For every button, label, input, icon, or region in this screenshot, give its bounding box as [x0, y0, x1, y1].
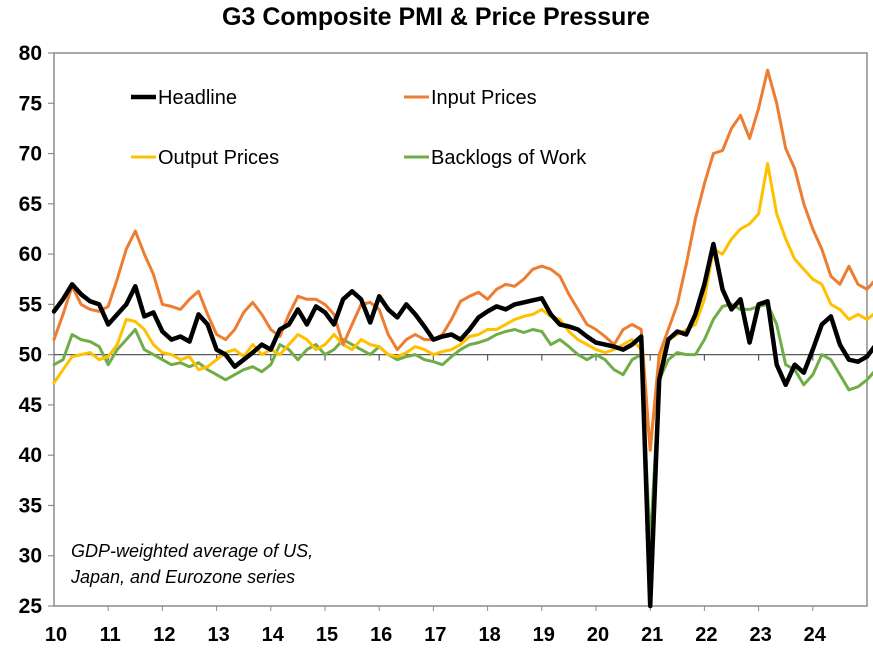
annotation: GDP-weighted average of US, Japan, and E… — [70, 541, 313, 587]
x-tick-label: 20 — [587, 624, 609, 646]
x-axis: 10 11 12 13 14 15 16 17 18 19 20 21 22 23 24 — [45, 606, 827, 646]
y-tick-label: 70 — [19, 143, 42, 166]
y-tick-label: 35 — [19, 494, 43, 517]
x-tick-label: 22 — [695, 624, 717, 646]
y-tick-label: 30 — [19, 545, 42, 568]
legend: Headline Input Prices Output Prices Back… — [131, 87, 587, 169]
series-line-output-prices — [52, 162, 873, 452]
y-tick-label: 80 — [19, 42, 42, 65]
x-tick-label: 14 — [262, 624, 285, 646]
y-tick-label: 55 — [19, 293, 43, 316]
y-tick-label: 25 — [19, 595, 43, 618]
legend-item-headline: Headline — [131, 87, 237, 109]
y-tick-label: 50 — [19, 344, 42, 367]
legend-label-output-prices: Output Prices — [158, 147, 279, 169]
x-tick-label: 17 — [424, 624, 446, 646]
x-tick-label: 15 — [316, 624, 338, 646]
chart-title: G3 Composite PMI & Price Pressure — [222, 3, 650, 31]
legend-label-headline: Headline — [158, 87, 237, 109]
x-tick-label: 23 — [749, 624, 771, 646]
legend-item-backlogs: Backlogs of Work — [404, 147, 587, 169]
x-tick-label: 21 — [641, 624, 663, 646]
legend-item-input-prices: Input Prices — [404, 87, 537, 109]
y-tick-label: 60 — [19, 243, 42, 266]
x-tick-label: 10 — [45, 624, 67, 646]
y-tick-label: 45 — [19, 394, 43, 417]
y-axis: 25 30 35 40 45 50 55 60 65 70 75 80 — [19, 42, 54, 618]
annotation-line-2: Japan, and Eurozone series — [70, 567, 295, 587]
y-tick-label: 75 — [19, 92, 43, 115]
plot-border — [53, 52, 868, 607]
y-tick-label: 40 — [19, 444, 42, 467]
legend-label-backlogs: Backlogs of Work — [431, 147, 587, 169]
x-tick-label: 11 — [100, 624, 121, 646]
series-lines — [51, 68, 873, 609]
plot-frame — [53, 52, 868, 607]
legend-item-output-prices: Output Prices — [131, 147, 279, 169]
x-tick-label: 19 — [533, 624, 555, 646]
series-line-headline — [51, 241, 873, 609]
x-tick-label: 18 — [478, 624, 500, 646]
legend-label-input-prices: Input Prices — [431, 87, 537, 109]
x-tick-label: 16 — [370, 624, 392, 646]
x-tick-label: 12 — [153, 624, 175, 646]
x-tick-label: 24 — [804, 624, 827, 646]
annotation-line-1: GDP-weighted average of US, — [71, 541, 313, 561]
x-tick-label: 13 — [207, 624, 229, 646]
y-tick-label: 65 — [19, 193, 43, 216]
series-line-input-prices — [52, 68, 873, 452]
